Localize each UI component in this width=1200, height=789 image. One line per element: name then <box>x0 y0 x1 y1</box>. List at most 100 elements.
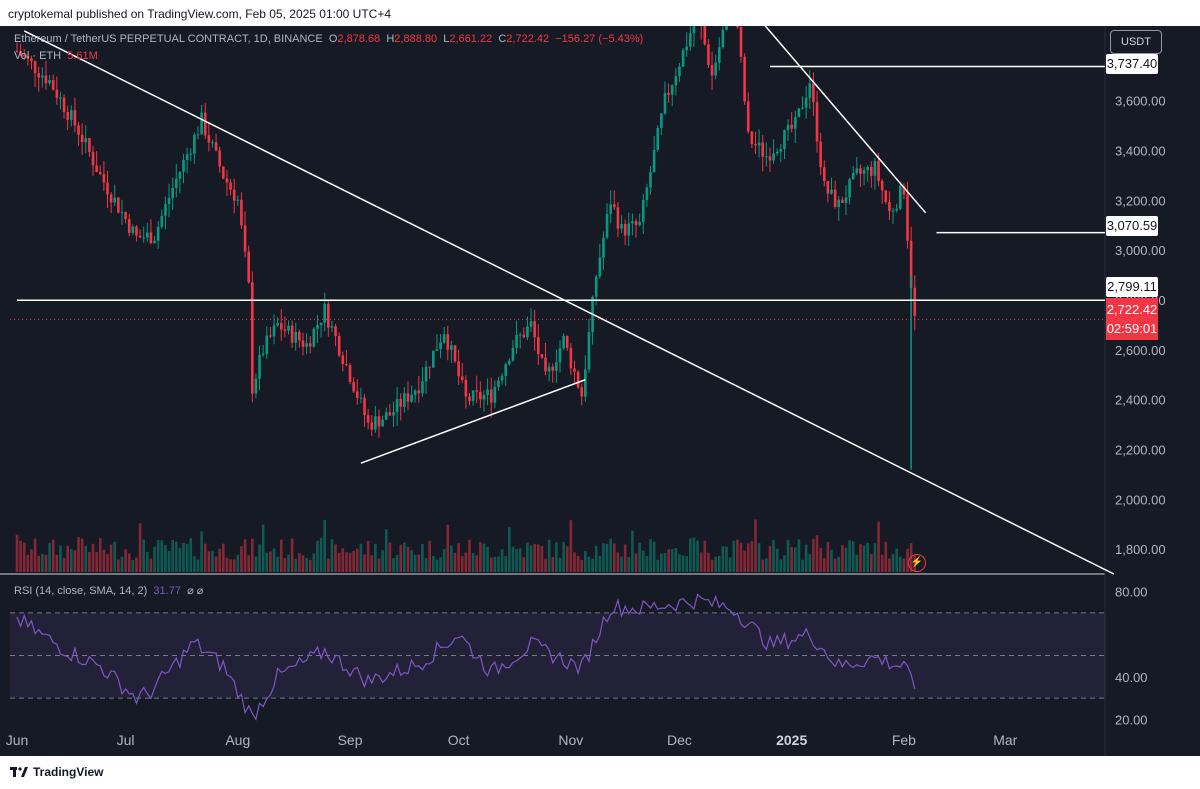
volume-bar <box>746 543 750 572</box>
volume-bar <box>392 558 395 572</box>
volume-bar <box>721 546 725 572</box>
candle-body <box>884 190 888 202</box>
volume-bar <box>891 553 895 572</box>
volume-bar <box>638 542 641 572</box>
volume-bar <box>153 546 156 572</box>
volume-bar <box>330 539 334 572</box>
price-tick-label: 3,000.00 <box>1115 243 1166 258</box>
volume-bar <box>649 539 652 572</box>
time-tick-label: Aug <box>225 732 250 748</box>
candle-body <box>403 393 406 407</box>
volume-bar <box>631 530 634 572</box>
price-tag-3737: 3,737.40 <box>1106 54 1158 74</box>
candle-body <box>80 134 84 143</box>
candle-body <box>442 334 446 343</box>
candle-body <box>229 182 232 190</box>
candle-body <box>880 180 884 191</box>
currency-button[interactable]: USDT <box>1110 30 1162 54</box>
volume-bar <box>258 544 261 572</box>
candle-body <box>66 112 69 120</box>
volume-bar <box>812 538 815 572</box>
candle-body <box>826 181 830 194</box>
volume-bar <box>196 559 200 572</box>
rsi-value: 31.77 <box>153 585 181 597</box>
candle-body <box>898 185 902 209</box>
volume-bar <box>171 539 174 572</box>
candle-body <box>352 382 355 392</box>
candle-body <box>258 354 261 379</box>
time-tick-label: Jul <box>117 732 135 748</box>
candle-body <box>685 46 688 51</box>
candle-body <box>587 332 591 370</box>
volume-bar <box>819 547 822 572</box>
volume-bar <box>772 540 775 572</box>
candle-body <box>435 349 439 351</box>
volume-label[interactable]: Vol · ETH <box>14 50 62 62</box>
chart-area[interactable]: Ethereum / TetherUS PERPETUAL CONTRACT, … <box>0 26 1200 756</box>
volume-bar <box>790 546 793 572</box>
candle-body <box>725 26 728 30</box>
candle-body <box>138 235 142 238</box>
volume-bar <box>279 539 283 572</box>
candle-body <box>555 362 558 371</box>
candle-body <box>602 237 605 258</box>
candle-body <box>663 92 667 114</box>
candle-body <box>301 340 305 347</box>
volume-bar <box>717 555 721 572</box>
rsi-legend: RSI (14, close, SMA, 14, 2) 31.77 ⌀ ⌀ <box>14 584 203 597</box>
candle-body <box>399 398 403 407</box>
volume-bar <box>334 544 337 572</box>
candle-body <box>508 360 511 365</box>
lightning-icon[interactable]: ⚡ <box>908 554 926 572</box>
volume-bar <box>276 556 279 572</box>
candle-body <box>594 276 598 297</box>
candle-body <box>569 347 573 369</box>
candle-body <box>178 172 182 179</box>
volume-bar <box>616 552 620 572</box>
volume-bar <box>743 550 746 572</box>
candle-body <box>189 153 193 155</box>
candle-body <box>540 354 544 358</box>
price-tick-label: 2,200.00 <box>1115 442 1166 457</box>
volume-bar <box>508 527 511 572</box>
volume-bar <box>497 556 500 572</box>
volume-bar <box>540 545 544 572</box>
close-label: C <box>498 33 507 45</box>
candle-body <box>504 364 507 376</box>
brand-name: TradingView <box>33 765 104 779</box>
volume-bar <box>146 552 149 572</box>
volume-bar <box>95 552 98 572</box>
volume-bar <box>786 540 790 572</box>
symbol-name[interactable]: Ethereum / TetherUS PERPETUAL CONTRACT, … <box>14 33 323 45</box>
volume-bar <box>714 556 717 572</box>
candle-body <box>866 166 869 171</box>
candle-body <box>131 226 135 233</box>
volume-bar <box>699 552 703 572</box>
candle-body <box>450 345 453 350</box>
candle-body <box>656 128 660 151</box>
candle-body <box>536 337 540 355</box>
volume-bar <box>493 556 497 572</box>
tradingview-brand[interactable]: TradingView <box>10 765 103 779</box>
volume-bar <box>370 555 374 572</box>
volume-bar <box>551 557 555 572</box>
volume-bar <box>200 531 203 572</box>
candle-body <box>196 134 200 136</box>
rsi-label[interactable]: RSI (14, close, SMA, 14, 2) <box>14 585 148 597</box>
volume-bar <box>381 550 384 572</box>
volume-bar <box>428 540 431 572</box>
candle-body <box>135 226 138 236</box>
time-tick-label: Oct <box>448 732 470 748</box>
rsi-tick-label: 40.00 <box>1115 670 1148 685</box>
symbol-legend: Ethereum / TetherUS PERPETUAL CONTRACT, … <box>14 33 643 45</box>
candle-body <box>428 366 431 368</box>
candle-body <box>392 412 395 416</box>
volume-bar <box>464 552 468 572</box>
candle-body <box>102 173 106 183</box>
candle-body <box>51 79 55 90</box>
volume-bar <box>750 540 754 572</box>
volume-bar <box>417 554 421 572</box>
volume-bar <box>352 550 355 572</box>
candle-body <box>891 210 895 212</box>
volume-bar <box>124 549 127 572</box>
